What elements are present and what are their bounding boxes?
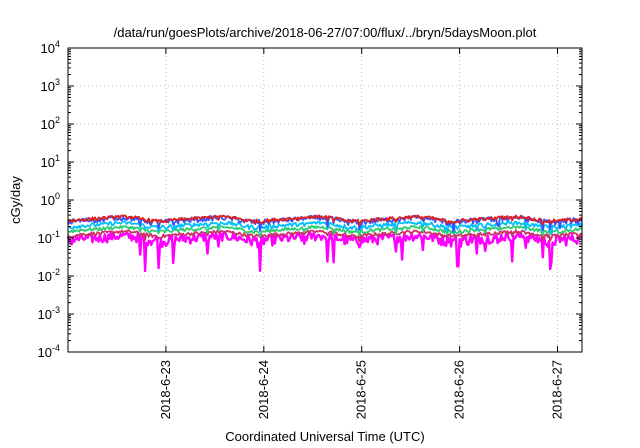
y-tick-label: 102 [41, 115, 60, 132]
series-line [66, 230, 584, 273]
y-axis-label: cGy/day [8, 176, 23, 224]
series-line [68, 214, 583, 227]
y-tick-label: 10-1 [38, 229, 60, 246]
y-tick-label: 103 [41, 77, 60, 94]
y-tick-label: 104 [41, 39, 60, 56]
x-tick-label: 2018-6-26 [452, 360, 467, 419]
x-tick-label: 2018-6-24 [256, 360, 271, 419]
x-tick-label: 2018-6-23 [158, 360, 173, 419]
x-tick-label: 2018-6-25 [354, 360, 369, 419]
y-tick-label: 101 [41, 153, 60, 170]
chart-title: /data/run/goesPlots/archive/2018-06-27/0… [114, 25, 537, 40]
y-tick-label: 10-2 [38, 267, 60, 284]
y-tick-label: 100 [41, 191, 60, 208]
y-axis: 10-4 10-3 10-2 10-1 100 101 102 103 104 [38, 39, 582, 360]
series-line [67, 229, 583, 243]
x-axis-label: Coordinated Universal Time (UTC) [225, 429, 424, 444]
y-tick-label: 10-3 [38, 305, 60, 322]
y-tick-label: 10-4 [38, 343, 60, 360]
series-lines [66, 214, 584, 273]
x-tick-label: 2018-6-27 [550, 360, 565, 419]
series-line [67, 224, 583, 238]
x-axis: 2018-6-23 2018-6-24 2018-6-25 2018-6-26 2018… [158, 48, 565, 419]
